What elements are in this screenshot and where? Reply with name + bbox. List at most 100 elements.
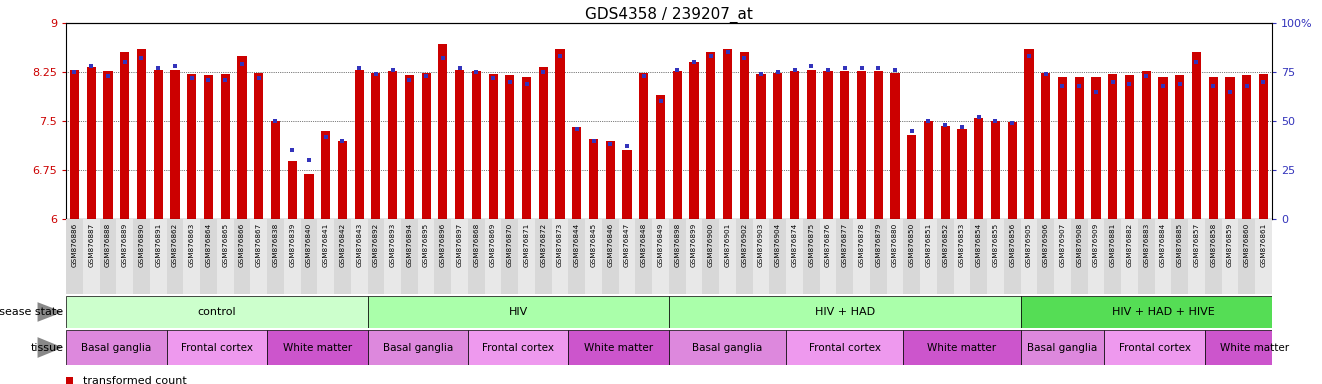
- Bar: [418, 219, 435, 294]
- Bar: [551, 219, 568, 294]
- Bar: [1255, 219, 1272, 294]
- Bar: [853, 219, 870, 294]
- Bar: [1121, 219, 1138, 294]
- Text: GSM876888: GSM876888: [104, 223, 111, 267]
- Bar: [317, 219, 334, 294]
- Text: HIV: HIV: [509, 307, 527, 317]
- Bar: [623, 151, 632, 219]
- Bar: [572, 127, 582, 219]
- Bar: [217, 219, 234, 294]
- Text: GSM876861: GSM876861: [1260, 223, 1266, 267]
- Bar: [551, 219, 568, 294]
- Bar: [988, 219, 1003, 294]
- Bar: [1021, 296, 1305, 328]
- Text: GSM876860: GSM876860: [1244, 223, 1249, 267]
- Bar: [970, 219, 988, 294]
- Bar: [924, 121, 933, 219]
- Bar: [334, 219, 350, 294]
- Text: transformed count: transformed count: [83, 376, 186, 384]
- Text: GSM876885: GSM876885: [1177, 223, 1183, 267]
- Bar: [1239, 219, 1255, 294]
- Bar: [992, 121, 999, 219]
- Text: GSM876872: GSM876872: [541, 223, 546, 267]
- Text: GSM876838: GSM876838: [272, 223, 279, 267]
- Bar: [1175, 75, 1185, 219]
- Bar: [937, 219, 953, 294]
- Bar: [99, 219, 116, 294]
- Bar: [284, 219, 300, 294]
- Bar: [686, 219, 702, 294]
- Text: GSM876851: GSM876851: [925, 223, 932, 267]
- Bar: [1259, 74, 1268, 219]
- Bar: [103, 71, 112, 219]
- Bar: [937, 219, 953, 294]
- Bar: [590, 139, 598, 219]
- Bar: [485, 219, 501, 294]
- Bar: [368, 219, 385, 294]
- Text: GSM876903: GSM876903: [758, 223, 764, 267]
- Bar: [1204, 330, 1305, 365]
- Text: Frontal cortex: Frontal cortex: [483, 343, 554, 353]
- Text: Basal ganglia: Basal ganglia: [693, 343, 763, 353]
- Bar: [1188, 219, 1204, 294]
- Bar: [204, 75, 213, 219]
- Bar: [188, 74, 196, 219]
- Bar: [1088, 219, 1104, 294]
- Text: GSM876854: GSM876854: [976, 223, 982, 267]
- Bar: [368, 219, 385, 294]
- Bar: [636, 219, 652, 294]
- Bar: [321, 131, 330, 219]
- Bar: [354, 70, 364, 219]
- Bar: [238, 56, 246, 219]
- Text: Frontal cortex: Frontal cortex: [809, 343, 880, 353]
- Bar: [1125, 75, 1134, 219]
- Text: GSM876840: GSM876840: [305, 223, 312, 267]
- Bar: [974, 118, 984, 219]
- Bar: [1204, 219, 1222, 294]
- Text: GSM876890: GSM876890: [139, 223, 144, 267]
- Bar: [485, 219, 501, 294]
- Bar: [149, 219, 167, 294]
- Text: GSM876908: GSM876908: [1076, 223, 1083, 267]
- Bar: [988, 219, 1003, 294]
- Text: GSM876876: GSM876876: [825, 223, 832, 267]
- Bar: [518, 219, 535, 294]
- Text: GSM876853: GSM876853: [958, 223, 965, 267]
- Bar: [719, 219, 736, 294]
- Bar: [368, 296, 669, 328]
- Text: GSM876879: GSM876879: [875, 223, 882, 267]
- Bar: [891, 73, 899, 219]
- Text: GSM876889: GSM876889: [122, 223, 128, 267]
- Bar: [1239, 219, 1255, 294]
- Bar: [736, 219, 752, 294]
- Bar: [619, 219, 636, 294]
- Bar: [1088, 219, 1104, 294]
- Bar: [824, 71, 833, 219]
- Bar: [1108, 74, 1117, 219]
- Bar: [284, 219, 300, 294]
- Text: GSM876863: GSM876863: [189, 223, 194, 267]
- Bar: [1142, 71, 1150, 219]
- Polygon shape: [37, 337, 63, 358]
- Bar: [953, 219, 970, 294]
- Bar: [874, 71, 883, 219]
- Bar: [234, 219, 250, 294]
- Text: GSM876884: GSM876884: [1159, 223, 1166, 267]
- Bar: [669, 219, 686, 294]
- Bar: [501, 219, 518, 294]
- Bar: [1058, 76, 1067, 219]
- Bar: [300, 219, 317, 294]
- Bar: [66, 219, 83, 294]
- Bar: [1038, 219, 1054, 294]
- Text: GSM876887: GSM876887: [89, 223, 94, 267]
- Bar: [1054, 219, 1071, 294]
- Text: GSM876857: GSM876857: [1194, 223, 1199, 267]
- Text: GSM876871: GSM876871: [524, 223, 530, 267]
- Bar: [167, 330, 267, 365]
- Bar: [468, 219, 485, 294]
- Bar: [1154, 219, 1171, 294]
- Text: GSM876862: GSM876862: [172, 223, 178, 267]
- Text: GSM876839: GSM876839: [290, 223, 295, 267]
- Bar: [522, 76, 531, 219]
- Bar: [669, 296, 1021, 328]
